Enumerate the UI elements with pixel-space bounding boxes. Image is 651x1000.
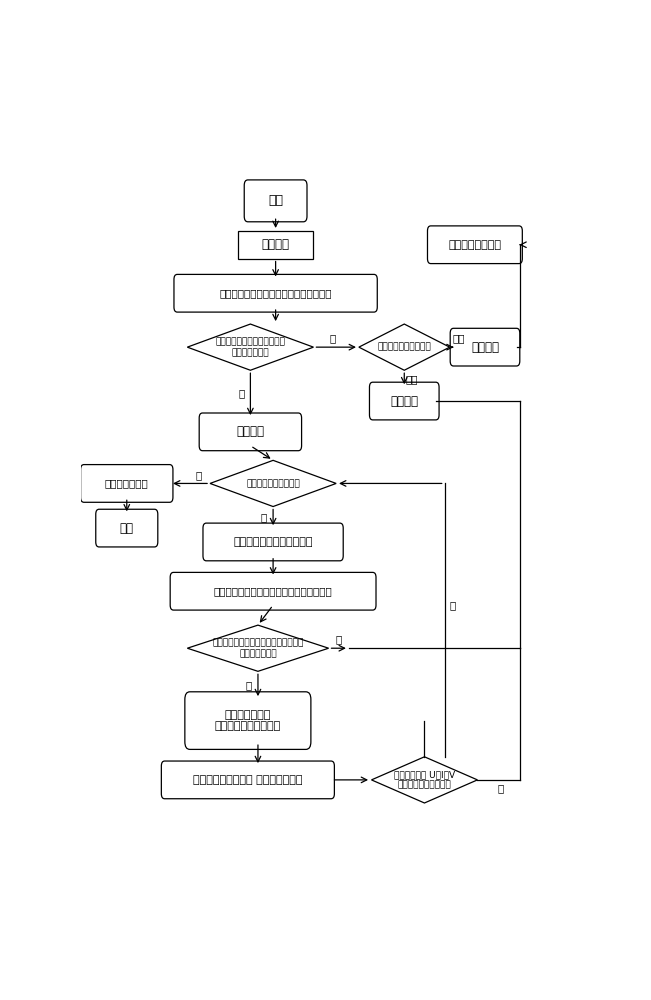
Text: 小于: 小于 bbox=[406, 374, 418, 384]
FancyBboxPatch shape bbox=[203, 523, 343, 561]
Text: 控制器根据变化大小及趋势判定其堵塞程度: 控制器根据变化大小及趋势判定其堵塞程度 bbox=[214, 586, 333, 596]
FancyBboxPatch shape bbox=[174, 274, 378, 312]
Text: 大于还是小于理论区间: 大于还是小于理论区间 bbox=[378, 343, 431, 352]
Bar bbox=[238, 231, 314, 259]
Text: 判断当前状态下转速、电压、电流是否
在理论值区间内: 判断当前状态下转速、电压、电流是否 在理论值区间内 bbox=[212, 639, 303, 658]
Text: 是: 是 bbox=[335, 634, 342, 644]
Text: 风机转速、电压、电流变化: 风机转速、电压、电流变化 bbox=[233, 537, 313, 547]
Text: 管道堵塞: 管道堵塞 bbox=[471, 341, 499, 354]
FancyBboxPatch shape bbox=[185, 692, 311, 749]
Text: 否: 否 bbox=[245, 680, 252, 690]
Polygon shape bbox=[187, 625, 329, 671]
Text: 是: 是 bbox=[497, 783, 503, 793]
Text: 是: 是 bbox=[261, 512, 267, 522]
Text: 程序判断风机 U、I、V
是否达到堵塞保护条件: 程序判断风机 U、I、V 是否达到堵塞保护条件 bbox=[394, 770, 455, 790]
FancyBboxPatch shape bbox=[428, 226, 522, 264]
Polygon shape bbox=[359, 324, 450, 370]
FancyBboxPatch shape bbox=[450, 328, 519, 366]
Text: 风机启动: 风机启动 bbox=[262, 238, 290, 251]
Text: 风机负载是否发生变化: 风机负载是否发生变化 bbox=[246, 479, 300, 488]
Text: 否: 否 bbox=[449, 600, 455, 610]
Text: 关机: 关机 bbox=[120, 522, 134, 535]
FancyBboxPatch shape bbox=[161, 761, 335, 799]
Text: 大于: 大于 bbox=[452, 333, 465, 343]
Polygon shape bbox=[210, 460, 336, 507]
Text: 热水器正常工作: 热水器正常工作 bbox=[105, 478, 148, 488]
FancyBboxPatch shape bbox=[199, 413, 301, 451]
Text: 点火燃烧: 点火燃烧 bbox=[236, 425, 264, 438]
Text: 调整后的电压、电流 、风速及变化量: 调整后的电压、电流 、风速及变化量 bbox=[193, 775, 303, 785]
Text: 判断风机三个参数检测值是否
在理论值区间内: 判断风机三个参数检测值是否 在理论值区间内 bbox=[215, 337, 285, 357]
FancyBboxPatch shape bbox=[244, 180, 307, 222]
Text: 否: 否 bbox=[329, 333, 336, 343]
FancyBboxPatch shape bbox=[96, 509, 158, 547]
Text: 控制器调整风机
风机转速、电压、电流: 控制器调整风机 风机转速、电压、电流 bbox=[215, 710, 281, 731]
FancyBboxPatch shape bbox=[370, 382, 439, 420]
Polygon shape bbox=[187, 324, 314, 370]
Text: 显示相应故障代码: 显示相应故障代码 bbox=[449, 240, 501, 250]
Text: 否: 否 bbox=[196, 470, 202, 480]
Text: 是: 是 bbox=[239, 388, 245, 398]
Text: 风机故障: 风机故障 bbox=[390, 395, 419, 408]
FancyBboxPatch shape bbox=[170, 572, 376, 610]
Polygon shape bbox=[372, 757, 477, 803]
FancyBboxPatch shape bbox=[81, 465, 173, 502]
Text: 开机: 开机 bbox=[268, 194, 283, 207]
Text: 检测风机转速、电压、电流给控制器芯片: 检测风机转速、电压、电流给控制器芯片 bbox=[219, 288, 332, 298]
